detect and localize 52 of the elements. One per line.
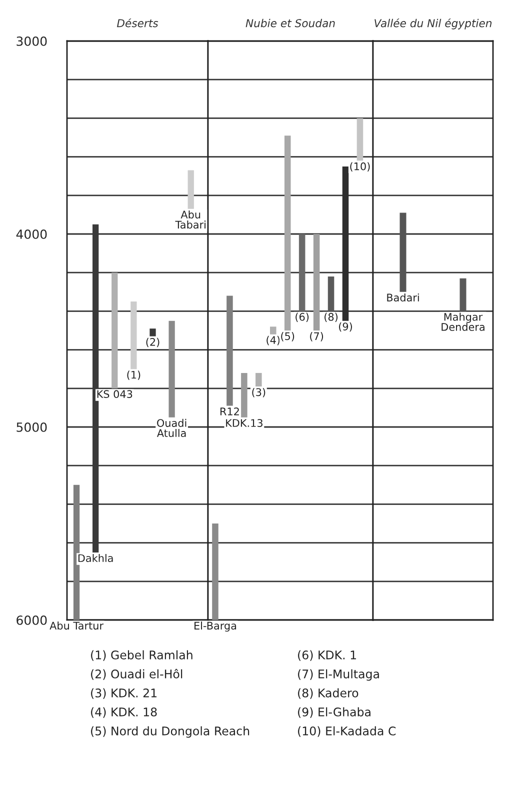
bar <box>188 170 194 209</box>
text: (7) El-Multaga <box>298 669 379 681</box>
x-tick-label: Badari <box>387 293 419 302</box>
bar <box>130 302 137 370</box>
category-label: (5) <box>281 332 294 342</box>
text: (9) El-Ghaba <box>298 707 370 718</box>
bar <box>313 234 320 330</box>
bar <box>226 296 233 406</box>
text: (2) Ouadi el-Hôl <box>91 668 182 680</box>
text: (3) KDK. 21 <box>91 688 156 699</box>
x-tick-label: KS 043 <box>97 390 132 398</box>
bar <box>328 276 334 312</box>
bar <box>241 372 248 418</box>
category-label: (10) <box>350 162 370 172</box>
category-label: (7) <box>310 332 324 342</box>
bar <box>356 118 364 161</box>
text: (8) Kadero <box>298 688 358 699</box>
text: (4) KDK. 18 <box>91 707 157 718</box>
y-tick-label: 4000 <box>16 229 47 239</box>
category-label: KDK.13 <box>226 419 262 427</box>
bar <box>150 328 156 336</box>
y-tick-label: 6000 <box>16 615 47 625</box>
text: (5) Nord du Dongola Reach <box>91 726 250 738</box>
bar <box>284 136 291 330</box>
chart-title: Vallée du Nil égyptien <box>374 18 492 30</box>
category-label: El-Barga <box>194 622 236 632</box>
text: (6) KDK. 1 <box>298 650 356 661</box>
bar <box>270 326 276 334</box>
x-tick-label: Ouadi Atulla <box>156 418 186 438</box>
chart-title: Nubie et Soudan <box>246 18 335 28</box>
x-tick-label: Abu Tabari <box>175 210 206 229</box>
bar <box>212 524 218 620</box>
bar <box>168 320 175 418</box>
category-label: (9) <box>339 322 352 332</box>
bar <box>112 272 118 388</box>
bar <box>73 484 80 620</box>
bar <box>298 234 306 312</box>
y-tick-label: 5000 <box>16 422 47 432</box>
x-tick-label: Dakhla <box>78 554 113 562</box>
text: (10) El-Kadada C <box>298 726 396 737</box>
y-tick-label: 3000 <box>16 36 47 46</box>
x-tick-label: Abu Tartur <box>50 622 104 630</box>
x-tick-label: (2) <box>146 338 160 348</box>
x-tick-label: (1) <box>127 370 140 380</box>
chart-title: Déserts <box>116 18 158 28</box>
category-label: (8) <box>324 312 338 322</box>
x-tick-label: Mahgar Dendera <box>442 312 484 331</box>
category-label: (3) <box>252 388 266 398</box>
category-label: R12 <box>220 408 239 416</box>
text: (1) Gebel Ramlah <box>91 650 192 661</box>
category-label: (6) <box>296 312 309 322</box>
category-label: (4) <box>266 336 280 346</box>
